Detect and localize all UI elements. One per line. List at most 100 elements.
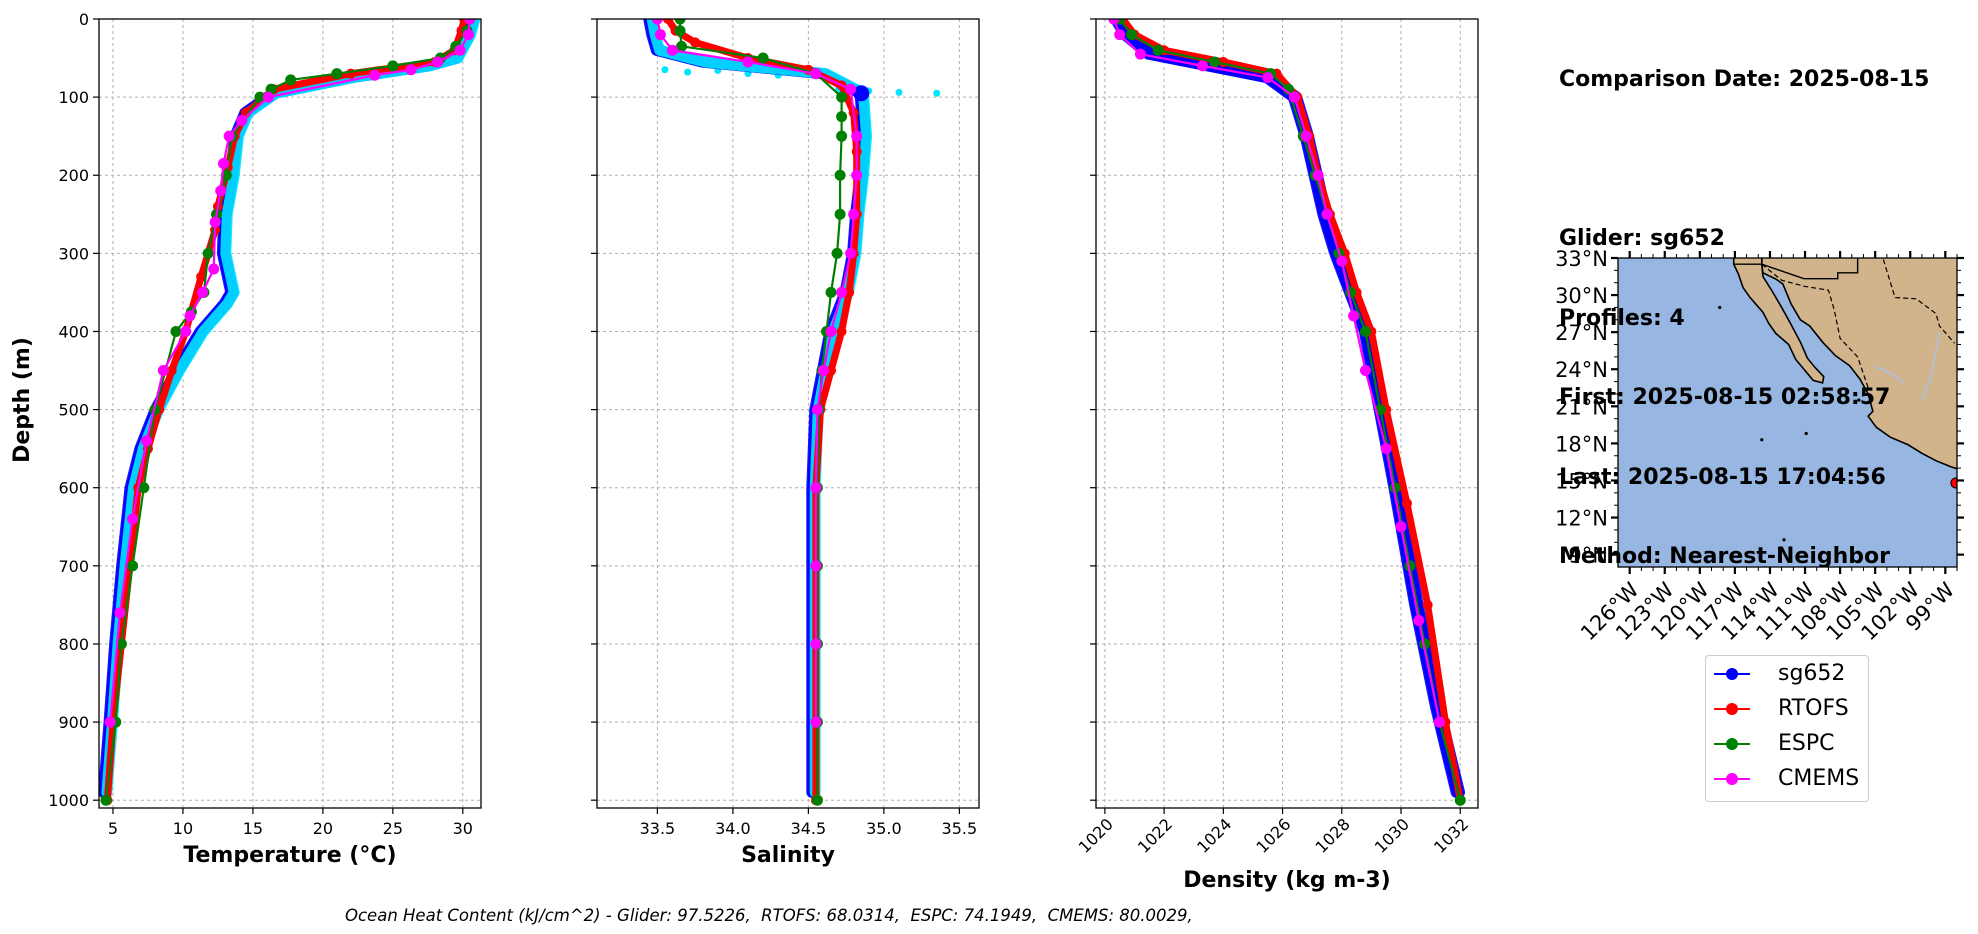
x-tick-label: 15 [243, 819, 263, 838]
cmems-point [1300, 130, 1312, 142]
lat-label: 15°N [1555, 469, 1608, 493]
cmems-point [454, 44, 466, 56]
cmems-point [405, 64, 417, 76]
cmems-point [1262, 72, 1274, 84]
lat-label: 18°N [1555, 432, 1608, 456]
lat-label: 30°N [1555, 284, 1608, 308]
cmems-point [1197, 60, 1209, 72]
cmems-point [1348, 310, 1360, 322]
rtofs-point [1422, 599, 1433, 610]
x-tick-label: 25 [383, 819, 403, 838]
cmems-point [810, 716, 822, 728]
espc-point [811, 794, 823, 806]
cmems-point [432, 56, 444, 68]
sg652-cast-point [933, 89, 941, 97]
cmems-point [851, 130, 863, 142]
x-tick-label: 34.0 [715, 819, 751, 838]
y-tick-label: 200 [58, 166, 89, 185]
interpolation-method: Method: Nearest-Neighbor [1559, 544, 1890, 569]
espc-point [1126, 29, 1138, 41]
cmems-point [1134, 48, 1146, 60]
cmems-point [1413, 615, 1425, 627]
state-border [1761, 263, 1869, 388]
cmems-point [114, 607, 126, 619]
cmems-point [848, 208, 860, 220]
espc-point [1454, 794, 1466, 806]
cmems-point [1108, 19, 1120, 25]
cmems-point [845, 83, 857, 95]
x-tick-label: 5 [108, 819, 118, 838]
legend-entry-sg652: sg652 [1706, 659, 1866, 689]
legend-marker [1726, 668, 1738, 680]
espc-point [674, 25, 686, 37]
espc-point [757, 52, 769, 64]
ocean-heat-content-note: Ocean Heat Content (kJ/cm^2) - Glider: 9… [345, 906, 1193, 925]
y-tick-label: 400 [58, 322, 89, 341]
x-tick-label: 30 [453, 819, 473, 838]
cmems-point [810, 482, 822, 494]
sg652-cast-line [1110, 19, 1462, 798]
cmems-point [180, 325, 192, 337]
baja-peninsula [1732, 258, 1825, 384]
y-tick-label: 700 [58, 557, 89, 576]
info-spacer [1559, 147, 1929, 174]
rtofs-point [844, 287, 855, 298]
cmems-point [223, 130, 235, 142]
island [1718, 305, 1722, 310]
espc-point [254, 91, 266, 103]
island [1782, 538, 1786, 542]
cmems-point [369, 69, 381, 81]
cmems-point [1434, 716, 1446, 728]
x-tick-label: 35.0 [866, 819, 902, 838]
x-axis-label: Density (kg m-3) [1183, 868, 1391, 893]
x-tick-label: 1026 [1252, 815, 1294, 857]
espc-point [170, 325, 182, 337]
x-tick-label: 34.5 [791, 819, 827, 838]
comparison-date: Comparison Date: 2025-08-15 [1559, 67, 1930, 92]
sg652-point [853, 85, 870, 102]
x-axis-label: Salinity [741, 843, 835, 868]
profile-count: Profiles: 4 [1559, 305, 1685, 331]
axes-frame [1095, 18, 1479, 809]
lat-label: 12°N [1555, 507, 1608, 531]
legend-entry-cmems: CMEMS [1706, 764, 1866, 794]
sg652-cast-line [1112, 19, 1464, 798]
lat-label: 33°N [1555, 247, 1608, 271]
cmems-point [810, 68, 822, 80]
rtofs-point [196, 271, 207, 282]
sg652-cast-line [646, 19, 873, 798]
legend-label: ESPC [1778, 731, 1835, 756]
cmems-point [464, 19, 476, 25]
plot-area [643, 19, 941, 806]
cmems-point [462, 29, 474, 41]
legend-label: RTOFS [1778, 696, 1849, 721]
rtofs-point [826, 365, 837, 376]
rtofs-point [1401, 498, 1412, 509]
cmems-point [1321, 208, 1333, 220]
salinity-panel: 33.5 34.0 34.5 35.0 35.5 Salinity [591, 18, 980, 868]
density-panel: 1020 1022 1024 1026 1028 1030 1032 Density (kg … [1075, 18, 1479, 893]
y-tick-label: 0 [79, 10, 89, 29]
legend-entry-espc: ESPC [1706, 729, 1866, 759]
cmems-point [851, 169, 863, 181]
espc-point [836, 111, 848, 123]
espc-point [834, 208, 846, 220]
lat-label: 24°N [1555, 358, 1608, 382]
temperature-panel: 5 10 15 20 25 3001002003004005006007008009001… [48, 10, 482, 868]
cmems-point [1288, 91, 1300, 103]
cmems-point [810, 638, 822, 650]
sg652-cast-line [1113, 19, 1466, 798]
axes-frame [98, 18, 482, 809]
espc-point [831, 247, 843, 259]
cmems-point [836, 286, 848, 298]
espc-point [836, 91, 848, 103]
x-tick-label: 1022 [1134, 815, 1176, 857]
legend-entry-rtofs: RTOFS [1706, 694, 1866, 724]
cmems-point [651, 19, 663, 25]
map-area [1618, 258, 1957, 567]
plot-area [99, 19, 481, 806]
sg652-cast-line [644, 19, 870, 798]
cmems-point [825, 325, 837, 337]
espc-point [836, 130, 848, 142]
